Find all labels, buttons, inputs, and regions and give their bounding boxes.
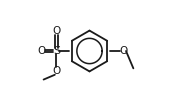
Text: S: S (53, 46, 60, 56)
Text: O: O (52, 26, 61, 36)
Text: O: O (52, 66, 61, 76)
Text: O: O (37, 46, 46, 56)
Text: O: O (119, 46, 127, 56)
